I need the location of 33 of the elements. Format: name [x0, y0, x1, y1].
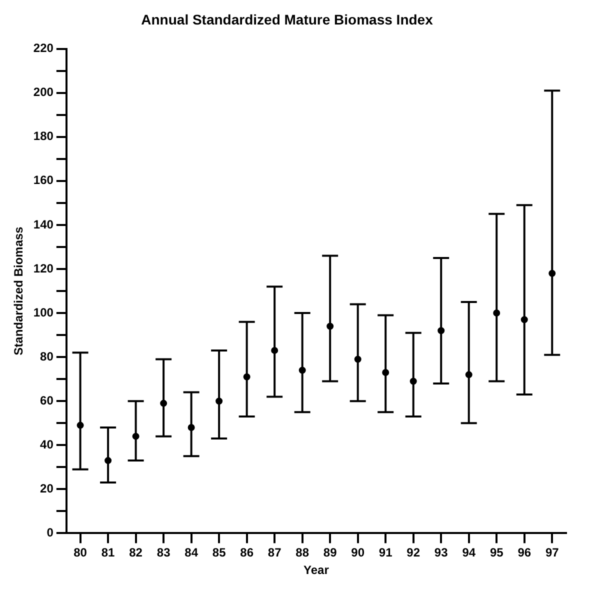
x-axis-title: Year — [304, 563, 330, 578]
y-tick-label: 20 — [40, 481, 54, 496]
x-tick-label: 85 — [212, 546, 226, 560]
x-tick-label: 97 — [545, 546, 560, 560]
y-tick-label: 60 — [40, 393, 54, 408]
x-tick-label: 82 — [129, 546, 143, 560]
x-tick-label: 84 — [184, 546, 198, 560]
y-tick-label: 0 — [46, 526, 54, 540]
y-tick-label: 120 — [33, 261, 54, 276]
x-tick-label: 87 — [268, 546, 282, 560]
y-tick-label: 200 — [33, 85, 54, 100]
y-tick-label: 160 — [33, 173, 54, 188]
y-tick-label: 180 — [33, 129, 54, 144]
y-axis-title: Standardized Biomass — [12, 226, 26, 356]
x-tick-label: 92 — [406, 546, 420, 560]
x-tick-label: 95 — [490, 546, 504, 560]
y-tick-label: 220 — [33, 41, 54, 56]
y-tick-label: 80 — [40, 349, 54, 364]
x-tick-label: 93 — [434, 546, 448, 560]
y-tick-label: 100 — [33, 305, 54, 320]
x-tick-label: 89 — [323, 546, 338, 560]
x-tick-label: 81 — [101, 546, 116, 560]
y-tick-label: 40 — [40, 437, 54, 452]
x-tick-label: 94 — [462, 546, 476, 560]
y-tick-label: 140 — [33, 217, 54, 232]
x-tick-label: 88 — [296, 546, 310, 560]
x-tick-label: 90 — [351, 546, 365, 560]
x-tick-label: 83 — [156, 546, 171, 560]
x-tick-label: 86 — [240, 546, 254, 560]
x-tick-label: 91 — [378, 546, 393, 560]
chart-title: Annual Standardized Mature Biomass Index — [141, 11, 434, 28]
x-tick-label: 96 — [518, 546, 532, 560]
x-tick-label: 80 — [74, 546, 88, 560]
